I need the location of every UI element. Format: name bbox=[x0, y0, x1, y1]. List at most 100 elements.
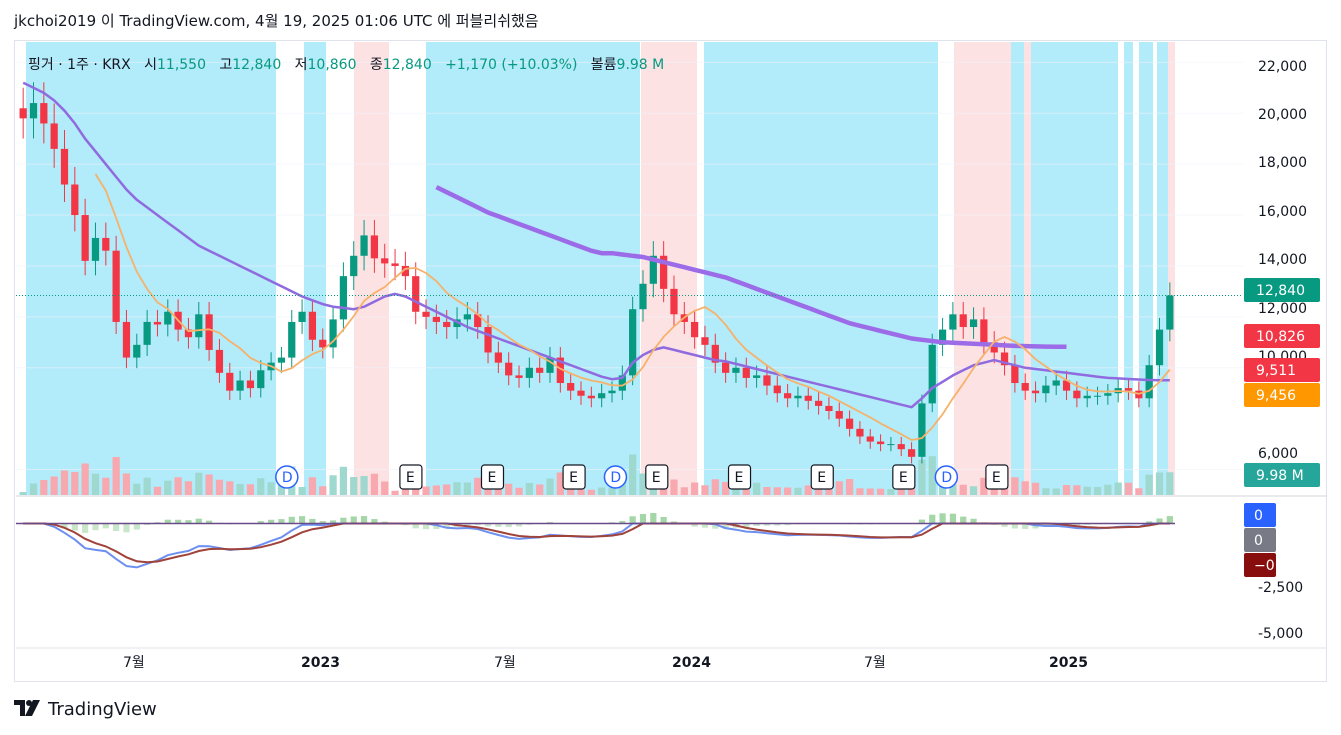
candle-body-89 bbox=[938, 329, 947, 345]
volume-bar-46 bbox=[494, 486, 502, 495]
macd-line bbox=[23, 522, 1170, 569]
candle-body-110 bbox=[1155, 329, 1164, 366]
volume-bar-102 bbox=[1073, 485, 1081, 495]
macd-histogram-bar-7 bbox=[92, 523, 99, 531]
earnings-marker-label-7: E bbox=[817, 470, 826, 486]
volume-bar-9 bbox=[112, 457, 120, 495]
volume-bar-13 bbox=[153, 486, 162, 495]
candle-body-94 bbox=[990, 342, 998, 353]
macd-histogram-bar-91 bbox=[960, 516, 967, 524]
legend-symbol[interactable]: 핑거 · 1주 · KRX bbox=[28, 57, 131, 73]
candle-body-9 bbox=[112, 250, 120, 322]
candle-body-49 bbox=[525, 367, 533, 378]
candle-body-20 bbox=[226, 372, 234, 391]
volume-bar-37 bbox=[401, 486, 410, 495]
earnings-marker-label-5: E bbox=[652, 470, 661, 486]
tradingview-logo-icon bbox=[14, 697, 42, 721]
y-tick-label-3: 16,000 bbox=[1258, 204, 1307, 220]
candle-body-10 bbox=[122, 321, 131, 358]
macd-histogram-bar-96 bbox=[1011, 523, 1018, 529]
background-zone-3 bbox=[426, 42, 640, 495]
macd-histogram-bar-102 bbox=[1073, 523, 1080, 526]
macd-histogram-bar-111 bbox=[1166, 516, 1173, 524]
volume-bar-57 bbox=[608, 487, 616, 495]
volume-bar-60 bbox=[639, 473, 647, 495]
candle-body-47 bbox=[505, 362, 513, 376]
macd-histogram-bar-24 bbox=[267, 519, 275, 524]
x-tick-label-2: 7월 bbox=[494, 655, 516, 671]
candle-body-52 bbox=[556, 357, 564, 384]
volume-bar-59 bbox=[629, 454, 637, 495]
earnings-marker-label-8: E bbox=[899, 470, 908, 486]
y-tick-label-4: 14,000 bbox=[1258, 252, 1307, 268]
tradingview-brand: TradingView bbox=[48, 698, 157, 720]
volume-bar-55 bbox=[587, 489, 595, 495]
background-zone-8 bbox=[1024, 42, 1031, 495]
candle-body-66 bbox=[701, 337, 709, 345]
ohlc-legend: 핑거 · 1주 · KRX 시11,550 고12,840 저10,860 종1… bbox=[28, 54, 664, 74]
candle-body-92 bbox=[969, 319, 978, 328]
candle-body-99 bbox=[1042, 385, 1050, 394]
macd-histogram-bar-58 bbox=[619, 521, 626, 524]
dividend-marker-4 bbox=[603, 465, 628, 489]
macd-histogram-bar-62 bbox=[660, 516, 667, 524]
earnings-marker-label-2: E bbox=[487, 470, 496, 486]
background-zone-9 bbox=[1031, 42, 1118, 495]
volume-bar-16 bbox=[184, 481, 193, 495]
volume-bar-80 bbox=[845, 479, 854, 495]
earnings-marker-label-1: E bbox=[406, 470, 415, 486]
background-zone-13 bbox=[1168, 42, 1175, 495]
volume-bar-92 bbox=[969, 486, 978, 495]
candle-body-37 bbox=[401, 265, 410, 277]
volume-bar-14 bbox=[164, 480, 172, 495]
candle-body-67 bbox=[711, 344, 719, 363]
candle-body-111 bbox=[1166, 295, 1174, 330]
volume-bar-19 bbox=[215, 479, 224, 495]
candle-body-4 bbox=[60, 148, 69, 185]
macd-histogram-bar-30 bbox=[329, 520, 337, 524]
earnings-marker-10 bbox=[985, 464, 1009, 490]
background-zone-0 bbox=[26, 42, 276, 495]
candle-body-101 bbox=[1062, 380, 1071, 391]
candle-body-74 bbox=[783, 393, 792, 399]
candle-body-50 bbox=[536, 367, 544, 373]
tradingview-logo[interactable]: TradingView bbox=[14, 697, 157, 721]
background-zone-12 bbox=[1157, 42, 1168, 495]
macd-histogram-bar-34 bbox=[371, 519, 378, 524]
candle-body-29 bbox=[319, 339, 327, 348]
volume-bar-87 bbox=[918, 459, 926, 495]
macd-histogram-bar-73 bbox=[774, 523, 781, 526]
volume-bar-96 bbox=[1011, 477, 1019, 495]
volume-bar-82 bbox=[866, 488, 874, 495]
volume-bar-107 bbox=[1124, 482, 1133, 495]
volume-bar-100 bbox=[1052, 488, 1060, 495]
macd-histogram-bar-26 bbox=[288, 516, 295, 524]
candle-body-32 bbox=[350, 255, 358, 277]
macd-histogram-bar-39 bbox=[422, 523, 430, 530]
candle-body-107 bbox=[1124, 388, 1133, 391]
candle-body-19 bbox=[215, 349, 224, 373]
candle-body-79 bbox=[835, 411, 843, 419]
volume-bar-41 bbox=[443, 484, 451, 495]
candle-body-26 bbox=[288, 321, 296, 358]
volume-bar-65 bbox=[691, 482, 699, 495]
earnings-marker-1 bbox=[399, 464, 423, 490]
dividend-marker-label-0: D bbox=[282, 470, 293, 486]
volume-bar-98 bbox=[1031, 482, 1040, 495]
candle-body-54 bbox=[577, 390, 585, 396]
candle-body-14 bbox=[164, 311, 172, 325]
volume-bar-75 bbox=[794, 487, 802, 495]
candle-body-83 bbox=[876, 441, 885, 445]
candle-body-70 bbox=[742, 367, 750, 378]
candle-body-104 bbox=[1093, 395, 1102, 397]
x-tick-label-1: 2023 bbox=[301, 655, 340, 671]
volume-bar-51 bbox=[546, 478, 554, 495]
candle-body-27 bbox=[298, 311, 306, 322]
volume-bar-4 bbox=[60, 470, 69, 495]
macd-histogram-bar-41 bbox=[443, 523, 450, 529]
volume-bar-3 bbox=[50, 476, 58, 495]
y-tick-label-5: 12,000 bbox=[1258, 301, 1307, 317]
ma-long-line bbox=[435, 185, 1067, 349]
macd-histogram-bar-17 bbox=[195, 518, 202, 524]
